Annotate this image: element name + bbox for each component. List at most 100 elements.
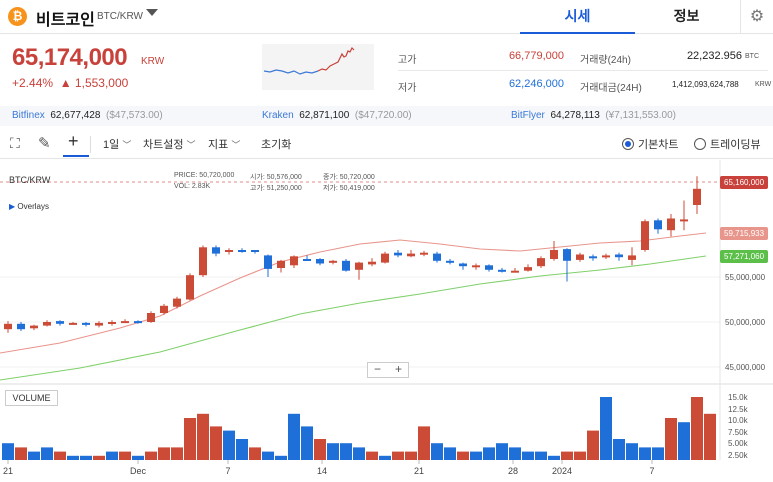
- legend-high: 고가: 51,250,000: [250, 183, 302, 193]
- volume-bar: [353, 447, 365, 460]
- candle-body: [303, 259, 311, 261]
- exchange-name[interactable]: Kraken: [262, 110, 294, 121]
- volume-bar: [67, 455, 79, 460]
- candle-body: [173, 298, 181, 307]
- volume-axis-label: 15.0k: [728, 393, 749, 402]
- candle-body: [264, 255, 272, 269]
- volume-bar: [327, 443, 339, 460]
- candle-body: [82, 322, 90, 325]
- candle-body: [576, 254, 584, 260]
- fullscreen-icon[interactable]: ⛶: [10, 135, 20, 151]
- stats-divider: [398, 70, 768, 71]
- tradingview-label[interactable]: 트레이딩뷰: [710, 139, 761, 151]
- amount-unit: KRW: [755, 81, 772, 88]
- candle-body: [95, 322, 103, 326]
- zoom-control: [367, 362, 409, 378]
- chart-settings-label: 차트설정: [143, 139, 184, 151]
- chart-toolbar: [0, 132, 773, 159]
- volume-bar: [444, 447, 456, 460]
- gear-icon[interactable]: ⚙: [740, 0, 773, 34]
- tradingview-radio[interactable]: [694, 138, 706, 150]
- interval-label: 1일: [103, 139, 120, 151]
- chart-settings-dropdown[interactable]: 차트설정 ﹀: [143, 136, 196, 152]
- exchange-name[interactable]: BitFlyer: [511, 110, 545, 121]
- candle-body: [238, 250, 246, 252]
- volume-bar: [119, 451, 131, 460]
- indicators-dropdown[interactable]: 지표 ﹀: [208, 136, 240, 152]
- volume-bar: [431, 443, 443, 460]
- zoom-in-button[interactable]: +: [394, 362, 402, 376]
- low-value: 62,246,000: [508, 78, 564, 90]
- x-axis-label: 2024: [552, 466, 572, 476]
- candle-body: [108, 322, 116, 324]
- basic-chart-label[interactable]: 기본차트: [638, 139, 679, 151]
- candle-body: [524, 267, 532, 271]
- candle-body: [355, 262, 363, 270]
- exchange-bitfinex: Bitfinex 62,677,428 ($47,573.00): [12, 110, 163, 121]
- volume-axis-label: 7.50k: [728, 428, 749, 437]
- current-price: 65,174,000: [12, 44, 128, 71]
- volume-bar: [561, 451, 573, 460]
- exchange-usd: (¥7,131,553.00): [605, 110, 676, 121]
- legend-open-label: 시가:: [250, 174, 265, 181]
- x-axis-label: Dec: [130, 466, 147, 476]
- ma-short-line: [0, 232, 707, 354]
- volume-bar: [535, 451, 547, 460]
- volume-bar: [54, 451, 66, 460]
- indicators-label: 지표: [208, 139, 229, 151]
- candle-body: [147, 313, 155, 322]
- toolbar-divider: [90, 136, 91, 153]
- price-chart[interactable]: 55,000,000 50,000,000 45,000,000 15.0k 12.5k…: [0, 160, 773, 482]
- volume-bar: [548, 455, 560, 460]
- exchange-usd: ($47,720.00): [354, 110, 412, 121]
- candle-body: [680, 219, 688, 222]
- exchange-price: 64,278,113: [550, 110, 600, 121]
- volume-bar: [106, 451, 118, 460]
- volume-bar: [483, 447, 495, 460]
- price-tag-ma-short: 59,715,933: [720, 227, 769, 240]
- legend-pair: BTC/KRW: [9, 175, 51, 185]
- high-label: 고가: [398, 55, 417, 66]
- chevron-down-icon[interactable]: [146, 9, 158, 16]
- candle-body: [407, 253, 415, 257]
- overlays-label: Overlays: [17, 202, 49, 211]
- tab-info[interactable]: 정보: [673, 8, 700, 24]
- reset-button[interactable]: 초기화: [261, 139, 292, 151]
- candle-body: [160, 305, 168, 313]
- candle-body: [563, 249, 571, 261]
- volume-bar: [600, 397, 612, 460]
- zoom-out-button[interactable]: −: [373, 362, 381, 376]
- volume-bar: [470, 451, 482, 460]
- crosshair-icon[interactable]: +: [68, 131, 79, 151]
- volume-bar: [509, 447, 521, 460]
- volume-bar: [93, 455, 105, 460]
- candle-body: [251, 250, 259, 252]
- header-bar: [0, 0, 773, 34]
- volume-bar: [392, 451, 404, 460]
- volume-bar: [691, 397, 703, 460]
- candle-body: [134, 321, 142, 324]
- candle-body: [498, 269, 506, 272]
- ma-long-line: [0, 255, 707, 381]
- exchange-price: 62,871,100: [299, 110, 350, 121]
- interval-dropdown[interactable]: 1일 ﹀: [103, 136, 131, 152]
- volume-bar: [223, 430, 235, 460]
- overlays-toggle[interactable]: ▶ Overlays: [9, 202, 49, 211]
- low-label: 저가: [398, 83, 417, 94]
- candle-body: [459, 263, 467, 267]
- pencil-icon[interactable]: ✎: [38, 135, 51, 152]
- exchange-price: 62,677,428: [50, 110, 101, 121]
- candle-body: [212, 247, 220, 254]
- basic-chart-radio[interactable]: [622, 138, 634, 150]
- volume-value: 22,232.956: [686, 50, 742, 62]
- exchange-name[interactable]: Bitfinex: [12, 110, 45, 121]
- volume-bar: [613, 439, 625, 460]
- x-axis-label: 21: [414, 466, 424, 476]
- volume-bar: [41, 447, 53, 460]
- tab-price[interactable]: 시세: [520, 0, 635, 34]
- volume-bar: [2, 443, 14, 460]
- candle-series: [4, 176, 701, 333]
- candle-body: [17, 323, 25, 330]
- candle-body: [186, 275, 194, 300]
- volume-bar: [379, 455, 391, 460]
